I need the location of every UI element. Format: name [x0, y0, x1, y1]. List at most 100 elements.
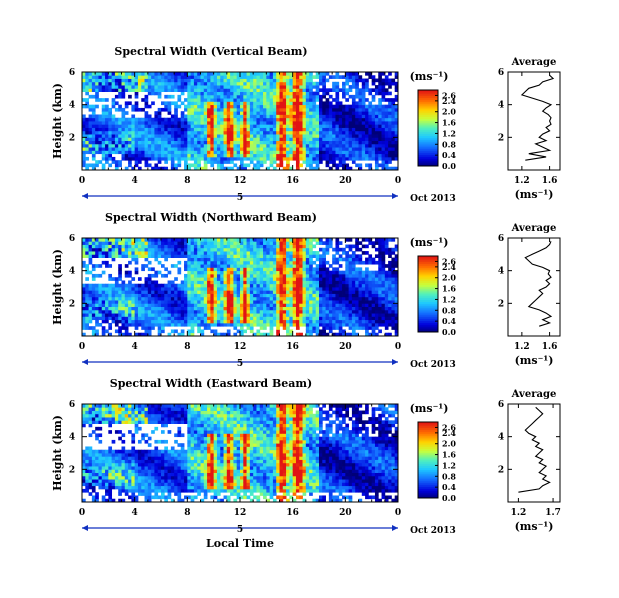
heatmap-cell	[167, 316, 172, 321]
heatmap-cell	[299, 313, 303, 317]
heatmap-cell	[82, 104, 86, 109]
heatmap-cell	[147, 329, 152, 334]
heatmap-cell	[309, 303, 313, 307]
heatmap-cell	[319, 124, 323, 128]
heatmap-cell	[253, 98, 257, 102]
heatmap-cell	[299, 88, 303, 92]
heatmap-cell	[263, 287, 267, 291]
heatmap-cell	[289, 147, 294, 151]
heatmap-cell	[365, 98, 369, 102]
heatmap-cell	[266, 156, 271, 161]
heatmap-cell	[309, 287, 313, 291]
heatmap-cell	[299, 293, 303, 298]
heatmap-cell	[236, 127, 241, 132]
heatmap-cell	[193, 107, 198, 112]
heatmap-cell	[319, 101, 323, 106]
heatmap-cell	[124, 81, 129, 86]
heatmap-cell	[82, 137, 86, 141]
heatmap-cell	[190, 316, 195, 321]
heatmap-cell	[279, 303, 284, 307]
heatmap-cell	[345, 137, 350, 141]
heatmap-cell	[256, 329, 261, 334]
heatmap-cell	[236, 247, 241, 252]
heatmap-cell	[207, 156, 211, 161]
heatmap-cell	[319, 134, 323, 138]
heatmap-cell	[131, 293, 136, 298]
heatmap-cell	[151, 140, 155, 145]
heatmap-cell	[312, 306, 317, 311]
heatmap-cell	[289, 98, 294, 102]
heatmap-cell	[230, 98, 234, 102]
heatmap-cell	[213, 273, 218, 278]
heatmap-cell	[184, 72, 188, 76]
heatmap-cell	[170, 75, 175, 79]
heatmap-cell	[236, 306, 241, 311]
heatmap-cell	[345, 316, 350, 321]
heatmap-cell	[368, 143, 373, 148]
heatmap-cell	[286, 300, 290, 304]
heatmap-cell	[253, 156, 257, 161]
heatmap-cell	[213, 114, 218, 119]
heatmap-cell	[286, 254, 290, 258]
heatmap-cell	[322, 283, 326, 288]
heatmap-cell	[338, 287, 343, 291]
heatmap-cell	[210, 293, 215, 298]
heatmap-cell	[82, 160, 86, 164]
heatmap-cell	[144, 309, 149, 314]
heatmap-cell	[342, 156, 346, 161]
heatmap-cell	[236, 264, 241, 268]
heatmap-cell	[230, 322, 234, 327]
heatmap-cell	[365, 309, 369, 314]
heatmap-cell	[151, 309, 155, 314]
heatmap-cell	[276, 153, 280, 158]
heatmap-cell	[180, 247, 185, 252]
heatmap-cell	[315, 140, 320, 145]
heatmap-cell	[319, 290, 323, 294]
heatmap-cell	[305, 91, 310, 96]
heatmap-cell	[233, 238, 238, 242]
heatmap-cell	[302, 107, 307, 112]
heatmap-cell	[299, 137, 303, 141]
heatmap-cell	[216, 293, 221, 298]
heatmap-cell	[144, 114, 149, 119]
heatmap-cell	[378, 153, 382, 158]
heatmap-cell	[371, 273, 376, 278]
heatmap-cell	[108, 313, 113, 317]
heatmap-cell	[154, 283, 159, 288]
heatmap-cell	[223, 257, 228, 262]
heatmap-cell	[88, 303, 93, 307]
heatmap-cell	[167, 147, 172, 151]
heatmap-cell	[141, 75, 145, 79]
heatmap-cell	[243, 143, 247, 148]
heatmap-cell	[85, 283, 89, 288]
heatmap-cell	[345, 290, 350, 294]
heatmap-cell	[137, 283, 142, 288]
heatmap-cell	[305, 78, 310, 83]
heatmap-cell	[184, 98, 188, 102]
heatmap-cell	[368, 257, 373, 262]
heatmap-cell	[223, 85, 228, 89]
heatmap-cell	[272, 160, 277, 164]
heatmap-cell	[141, 98, 145, 102]
heatmap-cell	[272, 244, 277, 249]
heatmap-cell	[151, 303, 155, 307]
heatmap-cell	[240, 251, 244, 255]
heatmap-cell	[345, 153, 350, 158]
heatmap-cell	[240, 247, 244, 252]
heatmap-cell	[177, 140, 182, 145]
heatmap-cell	[249, 121, 254, 125]
heatmap-cell	[167, 287, 172, 291]
colorbar-swatch	[418, 154, 438, 157]
heatmap-cell	[355, 101, 359, 106]
heatmap-cell	[128, 150, 132, 155]
heatmap-cell	[118, 91, 122, 96]
heatmap-cell	[98, 121, 103, 125]
heatmap-cell	[174, 303, 178, 307]
heatmap-cell	[151, 280, 155, 285]
heatmap-cell	[355, 319, 359, 324]
heatmap-cell	[154, 137, 159, 141]
heatmap-cell	[289, 91, 294, 96]
heatmap-cell	[197, 150, 201, 155]
heatmap-cell	[85, 117, 89, 122]
heatmap-cell	[269, 326, 274, 330]
